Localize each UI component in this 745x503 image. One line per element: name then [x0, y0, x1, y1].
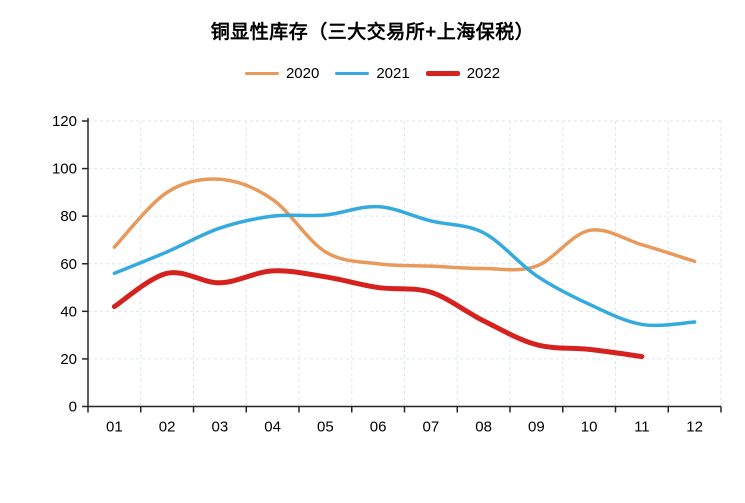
x-tick-label: 02 [159, 419, 176, 436]
y-tick-label: 60 [60, 256, 77, 273]
legend-swatch-2022 [425, 71, 460, 76]
x-tick-label: 06 [370, 419, 387, 436]
x-tick-label: 01 [106, 419, 123, 436]
legend-item-2021: 2021 [335, 65, 410, 82]
x-tick-label: 08 [475, 419, 492, 436]
x-tick-label: 07 [423, 419, 440, 436]
chart-legend: 2020 2021 2022 [0, 65, 745, 82]
y-tick-label: 100 [52, 161, 77, 178]
series-line-2022 [111, 268, 645, 360]
legend-swatch-2020 [244, 71, 279, 76]
legend-label-2022: 2022 [466, 65, 501, 82]
series-line-2020 [112, 177, 697, 272]
y-tick-label: 20 [60, 351, 77, 368]
x-tick-label: 09 [528, 419, 545, 436]
x-tick-label: 12 [686, 419, 703, 436]
series-line-2021 [112, 204, 697, 328]
chart-title: 铜显性库存（三大交易所+上海保税） [210, 22, 535, 43]
legend-item-2022: 2022 [425, 65, 501, 82]
x-tick-label: 10 [581, 419, 598, 436]
y-tick-label: 40 [60, 303, 77, 320]
y-tick-label: 120 [52, 113, 77, 130]
legend-swatch-2021 [335, 71, 370, 76]
x-tick-label: 11 [634, 419, 650, 436]
legend-label-2020: 2020 [285, 65, 320, 82]
x-tick-label: 05 [317, 419, 334, 436]
y-tick-label: 80 [60, 208, 77, 225]
legend-item-2020: 2020 [244, 65, 320, 82]
x-tick-label: 03 [212, 419, 229, 436]
x-tick-label: 04 [264, 419, 281, 436]
legend-label-2021: 2021 [376, 65, 410, 82]
y-tick-label: 0 [69, 399, 77, 416]
